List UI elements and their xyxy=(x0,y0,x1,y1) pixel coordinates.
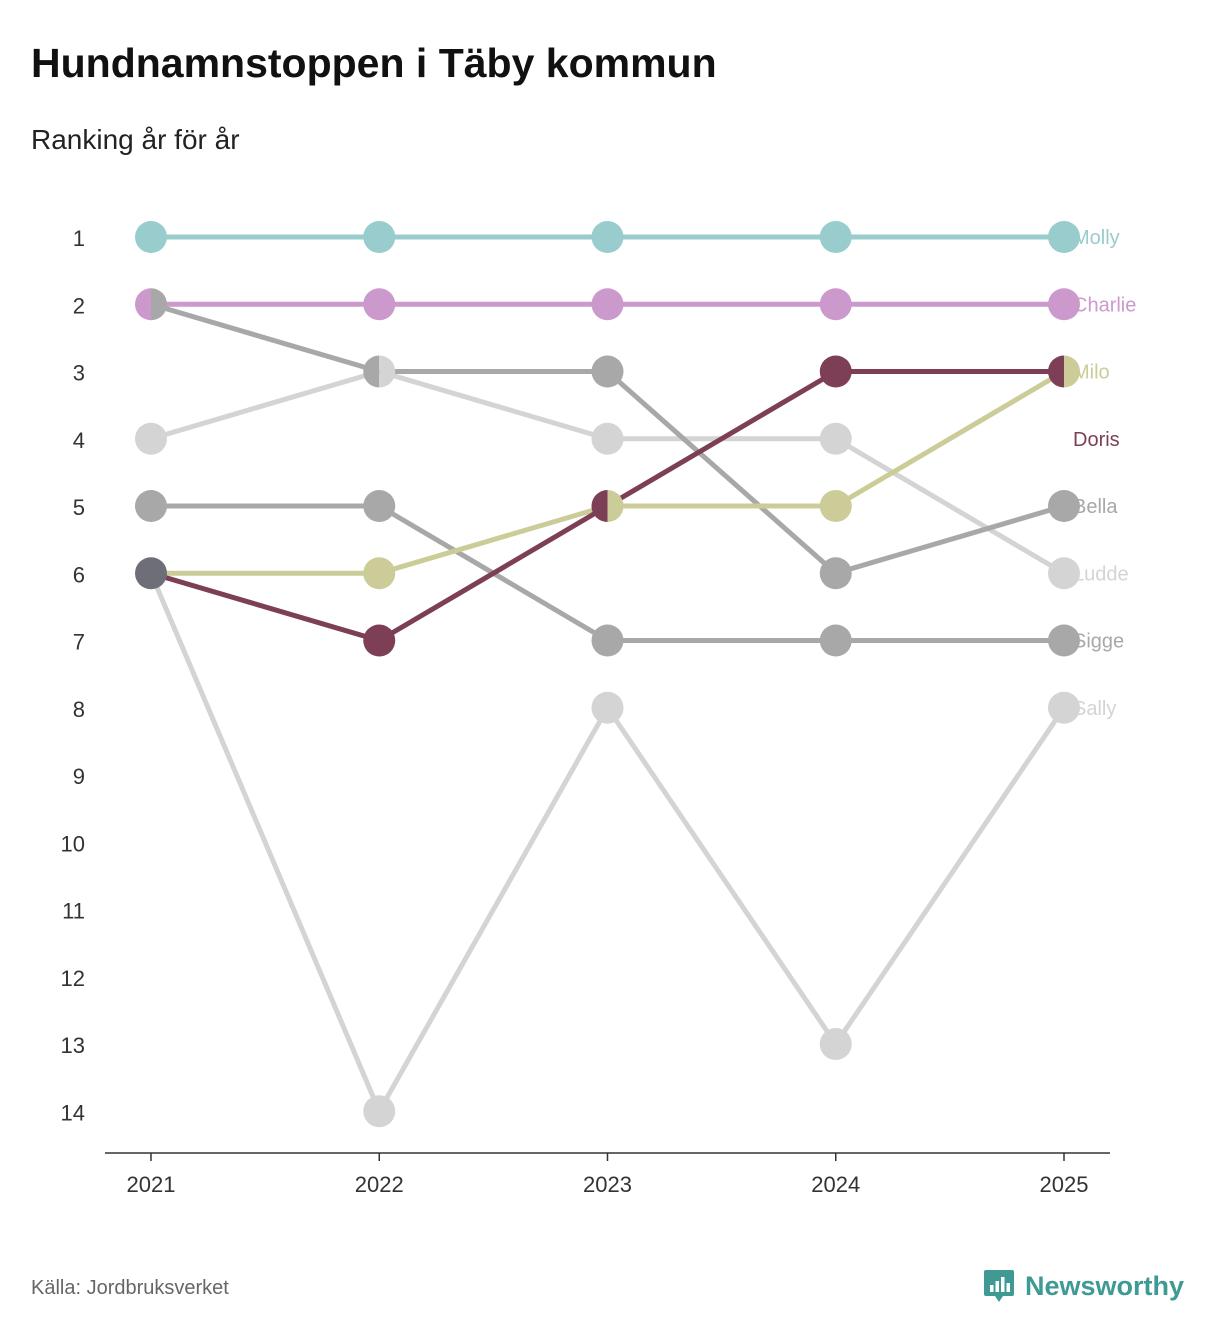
point-sally xyxy=(363,1095,396,1128)
newsworthy-logo-icon xyxy=(984,1270,1014,1302)
x-tick-label: 2021 xyxy=(127,1172,176,1197)
point-sally xyxy=(819,1028,852,1060)
point-ludde xyxy=(379,355,396,388)
point-ludde xyxy=(1048,557,1080,590)
point-milo xyxy=(1064,355,1080,388)
series-line-ludde xyxy=(148,369,1067,576)
point-sigge xyxy=(135,490,167,522)
point-doris xyxy=(819,355,852,388)
y-tick-label: 14 xyxy=(61,1100,85,1125)
point-sally xyxy=(591,691,624,724)
y-tick-label: 6 xyxy=(73,562,85,587)
point-doris xyxy=(363,624,396,657)
series-points xyxy=(135,221,1080,1128)
y-tick-label: 3 xyxy=(73,361,85,386)
end-label-sally: Sally xyxy=(1073,698,1116,720)
point-doris xyxy=(591,490,608,522)
point-ludde xyxy=(135,422,167,455)
y-tick-label: 5 xyxy=(73,495,85,520)
point-sigge xyxy=(819,624,852,657)
y-tick-label: 2 xyxy=(73,293,85,318)
y-tick-label: 7 xyxy=(73,630,85,655)
point-molly xyxy=(591,221,624,253)
point-bella xyxy=(151,288,167,321)
brand-logo: Newsworthy xyxy=(983,1268,1184,1304)
chart-title: Hundnamnstoppen i Täby kommun xyxy=(31,40,717,86)
point-bella xyxy=(819,557,852,590)
end-label-charlie: Charlie xyxy=(1073,294,1136,316)
series-end-labels: Molly Charlie Milo Doris Bella Ludde Sigge Sall… xyxy=(1073,227,1136,720)
series-line-milo xyxy=(148,369,1067,576)
point-sally xyxy=(1048,691,1080,724)
point-ludde xyxy=(819,422,852,455)
end-label-ludde: Ludde xyxy=(1073,563,1129,585)
point-bella xyxy=(1048,490,1080,522)
point-bella xyxy=(363,355,380,388)
y-tick-label: 13 xyxy=(61,1033,85,1058)
chart-subtitle: Ranking år för år xyxy=(31,124,240,155)
point-charlie xyxy=(1048,288,1080,321)
y-tick-label: 8 xyxy=(73,697,85,722)
y-tick-label: 12 xyxy=(61,966,85,991)
point-charlie xyxy=(819,288,852,321)
point-charlie xyxy=(363,288,396,321)
point-sigge xyxy=(363,490,396,522)
point-doris xyxy=(1048,355,1064,388)
point-milo xyxy=(363,557,396,590)
x-tick-label: 2023 xyxy=(583,1172,632,1197)
x-tick-label: 2022 xyxy=(355,1172,404,1197)
y-tick-label: 11 xyxy=(62,899,85,924)
y-tick-label: 9 xyxy=(73,764,85,789)
end-label-doris: Doris xyxy=(1073,429,1120,451)
end-label-bella: Bella xyxy=(1073,496,1118,518)
point-bella xyxy=(591,355,624,388)
x-axis-ticks: 2021 2022 2023 2024 2025 xyxy=(127,1153,1089,1197)
point-charlie xyxy=(135,288,151,321)
point-molly xyxy=(363,221,396,253)
brand-name: Newsworthy xyxy=(1025,1270,1185,1301)
end-label-molly: Molly xyxy=(1073,227,1120,249)
point-molly xyxy=(1048,221,1080,253)
y-tick-label: 4 xyxy=(73,428,85,453)
x-tick-label: 2025 xyxy=(1040,1172,1089,1197)
point-milo xyxy=(819,490,852,522)
source-note: Källa: Jordbruksverket xyxy=(31,1277,229,1299)
point-multiple xyxy=(135,557,167,590)
point-charlie xyxy=(591,288,624,321)
point-sigge xyxy=(1048,624,1080,657)
point-molly xyxy=(819,221,852,253)
y-tick-label: 1 xyxy=(73,226,85,251)
point-milo xyxy=(607,490,624,522)
point-ludde xyxy=(591,422,624,455)
end-label-sigge: Sigge xyxy=(1073,631,1124,653)
point-molly xyxy=(135,221,167,253)
point-sigge xyxy=(591,624,624,657)
y-tick-label: 10 xyxy=(61,831,85,856)
end-label-milo: Milo xyxy=(1073,362,1110,384)
x-tick-label: 2024 xyxy=(811,1172,860,1197)
